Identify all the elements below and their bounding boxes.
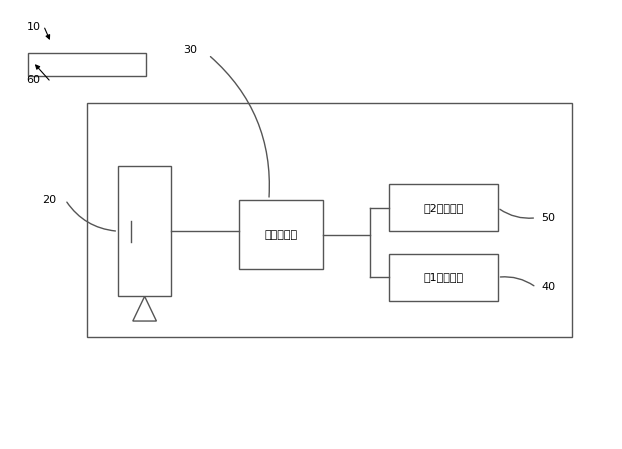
Bar [389,254,498,301]
Text: 第1の判定部: 第1の判定部 [423,272,463,282]
Bar [239,200,323,269]
Text: 画像処理部: 画像処理部 [265,229,298,240]
Polygon shape [133,296,157,321]
Bar [118,166,171,296]
Text: 50: 50 [541,213,555,223]
Bar [389,184,498,231]
Text: 60: 60 [27,75,41,85]
Text: 30: 30 [183,45,198,55]
Bar [87,103,572,337]
Text: 40: 40 [541,282,555,292]
Text: 20: 20 [42,195,57,205]
Text: 10: 10 [27,22,41,32]
Bar [28,53,146,76]
Text: 第2の判定部: 第2の判定部 [423,202,463,213]
